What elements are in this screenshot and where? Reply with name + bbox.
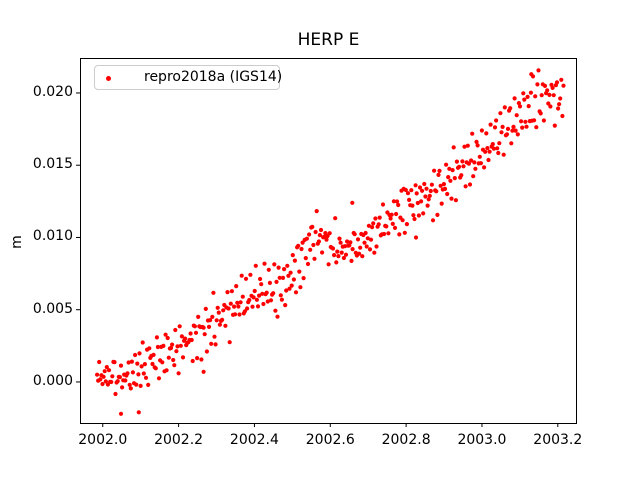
x-tick-label: 2002.0 (78, 432, 128, 448)
x-tick-label: 2002.4 (229, 432, 279, 448)
chart-title: HERP E (297, 30, 360, 50)
x-tick-label: 2002.2 (154, 432, 204, 448)
legend: repro2018a (IGS14) (94, 65, 283, 90)
legend-marker-icon (106, 76, 111, 81)
legend-label: repro2018a (IGS14) (144, 69, 283, 85)
y-tick-label: 0.000 (32, 372, 73, 389)
y-tick-label: 0.010 (32, 228, 73, 245)
x-tick-label: 2003.2 (533, 432, 583, 448)
y-tick-label: 0.005 (32, 300, 73, 317)
y-tick-label: 0.015 (32, 156, 73, 173)
y-tick-label: 0.020 (32, 83, 73, 100)
x-tick-label: 2002.6 (305, 432, 355, 448)
x-tick-label: 2003.0 (457, 432, 507, 448)
x-tick-label: 2002.8 (381, 432, 431, 448)
